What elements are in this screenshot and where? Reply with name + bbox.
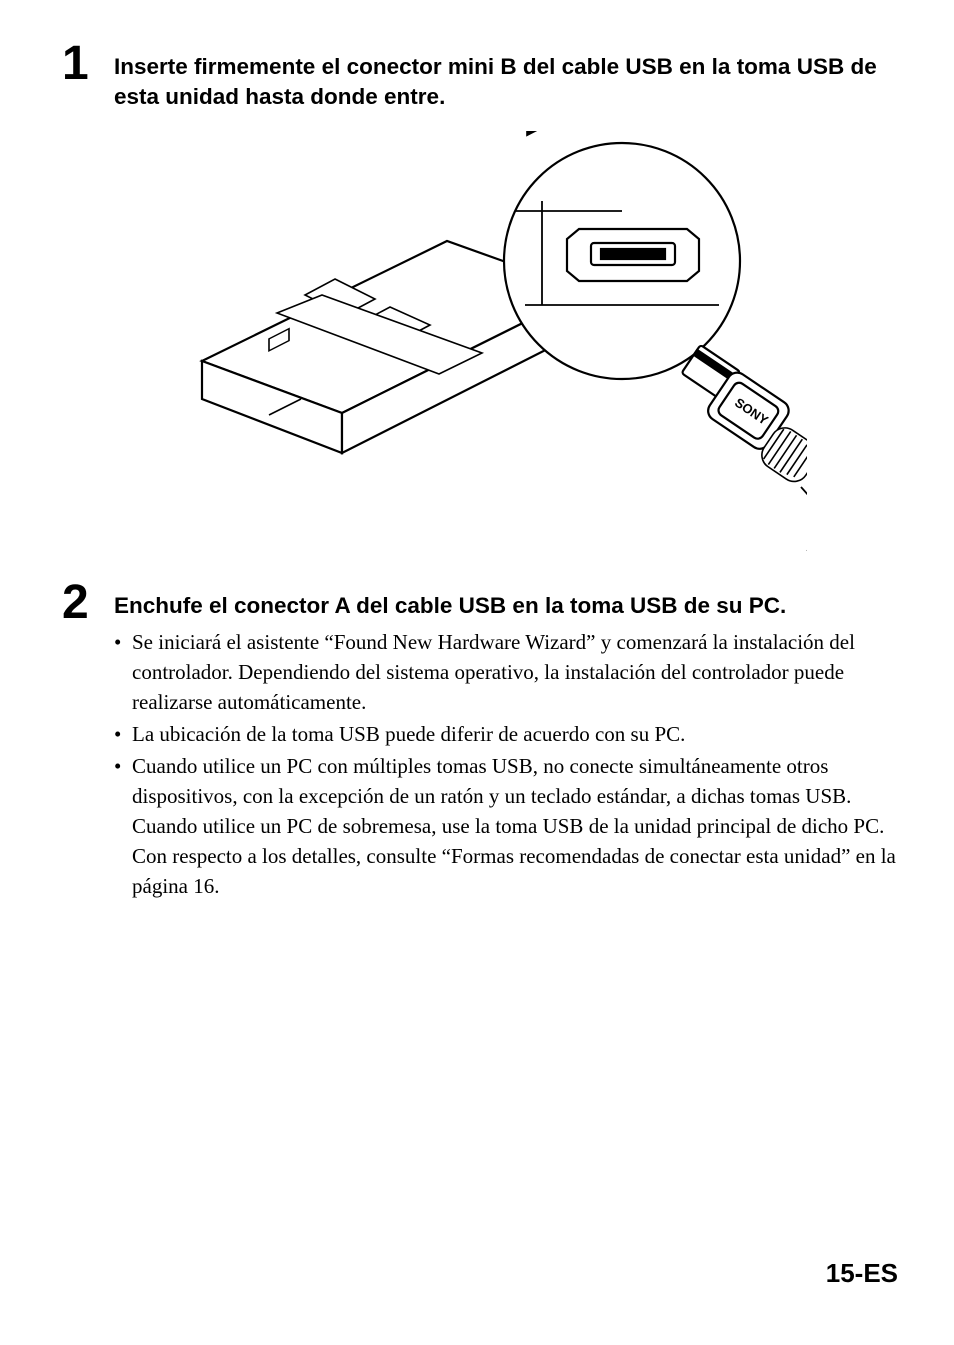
- step-2-number: 2: [56, 579, 114, 627]
- bullet-dot-icon: •: [114, 627, 132, 717]
- usb-dock-line-drawing: SONY: [147, 131, 807, 551]
- page-number: 15-ES: [826, 1258, 898, 1289]
- step-1-heading: Inserte firmemente el conector mini B de…: [114, 52, 898, 113]
- bullet-text: La ubicación de la toma USB puede diferi…: [132, 719, 898, 749]
- bullet-item: • Se iniciará el asistente “Found New Ha…: [114, 627, 898, 717]
- bullet-dot-icon: •: [114, 751, 132, 901]
- bullet-item: • La ubicación de la toma USB puede dife…: [114, 719, 898, 749]
- bullet-dot-icon: •: [114, 719, 132, 749]
- bullet-text: Cuando utilice un PC con múltiples tomas…: [132, 751, 898, 901]
- step-1-number: 1: [56, 40, 114, 88]
- step-1: 1 Inserte firmemente el conector mini B …: [56, 40, 898, 113]
- step-2: 2 Enchufe el conector A del cable USB en…: [56, 579, 898, 904]
- bullet-item: • Cuando utilice un PC con múltiples tom…: [114, 751, 898, 901]
- manual-page: 1 Inserte firmemente el conector mini B …: [0, 0, 954, 1345]
- step-1-body: Inserte firmemente el conector mini B de…: [114, 40, 898, 113]
- step-2-bullets: • Se iniciará el asistente “Found New Ha…: [114, 627, 898, 901]
- step-2-heading: Enchufe el conector A del cable USB en l…: [114, 591, 898, 621]
- step-1-illustration: SONY: [56, 131, 898, 551]
- step-2-body: Enchufe el conector A del cable USB en l…: [114, 579, 898, 904]
- bullet-text: Se iniciará el asistente “Found New Hard…: [132, 627, 898, 717]
